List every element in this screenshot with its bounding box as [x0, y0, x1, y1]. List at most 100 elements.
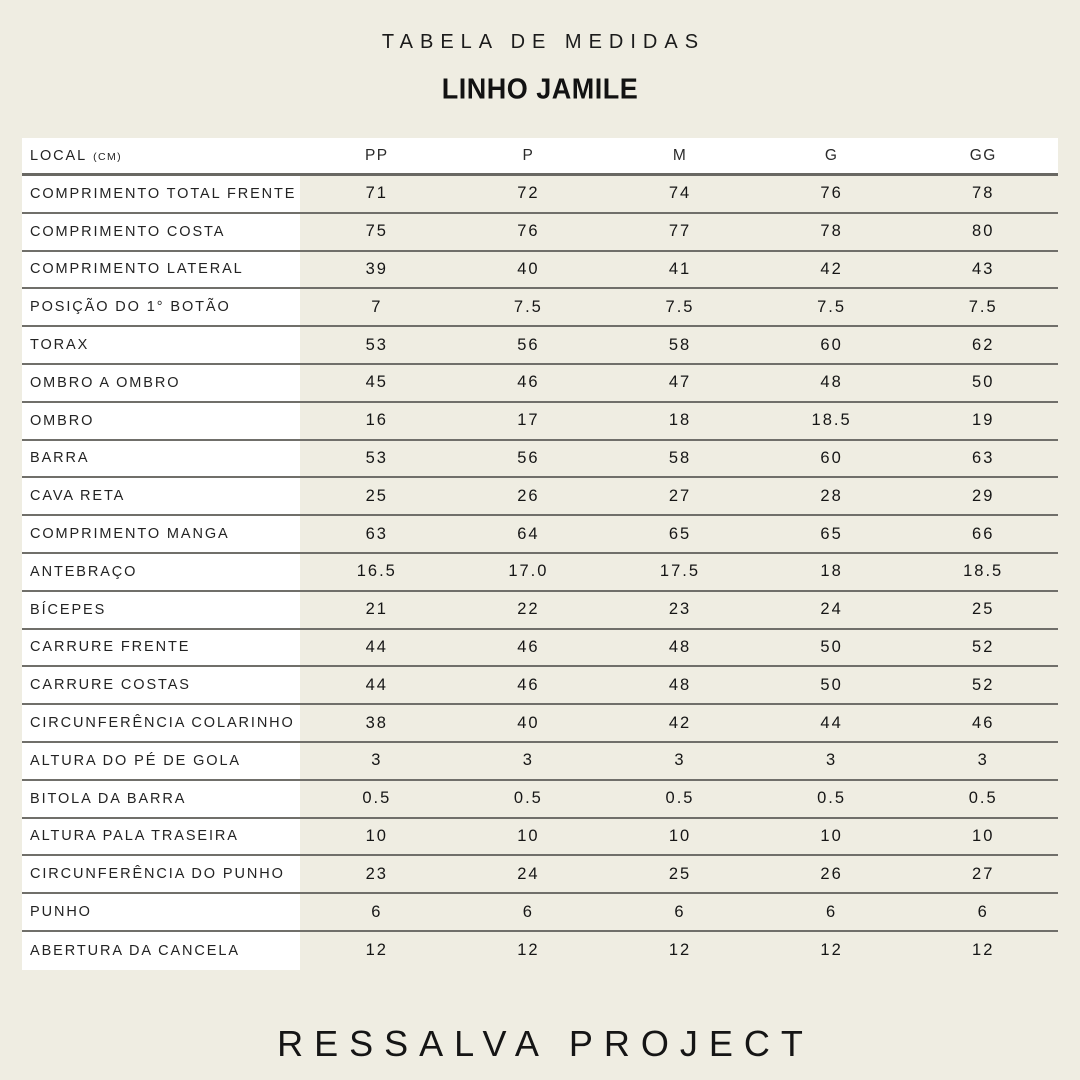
measurement-value: 46 — [517, 637, 540, 656]
measurement-value: 46 — [972, 713, 995, 732]
measurement-value: 7 — [371, 297, 383, 316]
measurement-value: 40 — [517, 713, 540, 732]
measurement-value: 78 — [820, 222, 843, 241]
measurement-value: 10 — [820, 826, 843, 845]
measurement-label: COMPRIMENTO LATERAL — [22, 251, 300, 288]
measurement-value: 72 — [517, 184, 540, 203]
size-column-header-p: P — [522, 146, 535, 164]
measurement-value: 0.5 — [665, 789, 695, 808]
measurement-value: 10 — [365, 826, 388, 845]
table-row: BARRA 53 56 58 60 63 — [22, 440, 1058, 479]
table-row: CARRURE COSTAS 44 46 48 50 52 — [22, 667, 1058, 706]
table-header-row: LOCAL (CM) PP P M G GG — [22, 138, 1058, 176]
measurement-value: 17.5 — [659, 562, 701, 581]
measurement-value: 16.5 — [356, 562, 397, 581]
measurement-value: 7.5 — [513, 297, 543, 316]
measurement-value: 6 — [674, 902, 686, 921]
measurement-value: 58 — [668, 448, 692, 467]
table-row: TORAX 53 56 58 60 62 — [22, 327, 1058, 365]
measurement-value: 17.0 — [508, 562, 549, 581]
measurement-value: 76 — [820, 184, 843, 203]
measurement-value: 38 — [365, 713, 388, 732]
measurement-value: 27 — [668, 486, 692, 505]
table-row: CIRCUNFERÊNCIA COLARINHO 38 40 42 44 46 — [22, 705, 1058, 743]
table-row: ALTURA PALA TRASEIRA 10 10 10 10 10 — [22, 818, 1058, 857]
measurement-value: 28 — [820, 486, 843, 505]
measurement-value: 64 — [517, 524, 540, 543]
measurement-value: 3 — [674, 751, 686, 770]
measurement-label: COMPRIMENTO TOTAL FRENTE — [22, 176, 300, 212]
measurement-label: POSIÇÃO DO 1° BOTÃO — [22, 289, 300, 326]
measurement-value: 39 — [365, 259, 388, 278]
unit-label: (CM) — [93, 150, 122, 163]
size-column-header-gg: GG — [969, 146, 997, 164]
table-row: COMPRIMENTO COSTA 75 76 77 78 80 — [22, 213, 1058, 252]
measurement-label: OMBRO — [22, 402, 300, 439]
measurement-value: 10 — [972, 826, 995, 845]
measurement-value: 62 — [972, 335, 995, 354]
table-row: CIRCUNFERÊNCIA DO PUNHO 23 24 25 26 27 — [22, 856, 1058, 895]
table-row: COMPRIMENTO MANGA 63 64 65 65 66 — [22, 516, 1058, 554]
brand-logo-text: RESSALVA PROJECT — [277, 1023, 814, 1064]
table-row: CARRURE FRENTE 44 46 48 50 52 — [22, 629, 1058, 668]
measurement-value: 0.5 — [968, 789, 998, 808]
measurement-value: 6 — [826, 902, 838, 921]
measurement-value: 78 — [972, 184, 995, 203]
measurement-label: BITOLA DA BARRA — [22, 780, 300, 817]
measurement-label: PUNHO — [22, 894, 300, 930]
measurement-value: 21 — [365, 600, 388, 619]
measurement-value: 6 — [522, 902, 534, 921]
size-column-header-g: G — [824, 146, 839, 164]
measurement-value: 60 — [820, 335, 843, 354]
measurement-value: 18.5 — [811, 411, 852, 430]
measurement-label: TORAX — [22, 327, 300, 363]
measurement-value: 12 — [972, 941, 995, 960]
table-body: COMPRIMENTO TOTAL FRENTE 71 72 74 76 78 COMP… — [22, 176, 1058, 970]
measurement-value: 41 — [668, 259, 692, 278]
measurement-label: ANTEBRAÇO — [22, 553, 300, 590]
measurement-value: 80 — [972, 222, 995, 241]
measurement-value: 27 — [972, 864, 995, 883]
measurement-value: 45 — [365, 373, 388, 392]
measurement-value: 3 — [977, 751, 989, 770]
measurement-value: 25 — [365, 486, 388, 505]
measurement-value: 0.5 — [817, 789, 847, 808]
table-row: ANTEBRAÇO 16.5 17.0 17.5 18 18.5 — [22, 553, 1058, 592]
measurement-value: 50 — [820, 675, 843, 694]
measurement-value: 25 — [668, 864, 692, 883]
measurement-value: 12 — [365, 941, 388, 960]
measurement-value: 75 — [365, 222, 388, 241]
measurement-value: 77 — [668, 222, 692, 241]
measurement-label: COMPRIMENTO COSTA — [22, 213, 300, 250]
table-row: BÍCEPES 21 22 23 24 25 — [22, 591, 1058, 630]
measurement-value: 46 — [517, 675, 540, 694]
measurement-value: 29 — [972, 486, 995, 505]
measurement-value: 0.5 — [513, 789, 543, 808]
table-row: POSIÇÃO DO 1° BOTÃO 7 7.5 7.5 7.5 7.5 — [22, 289, 1058, 328]
measurement-value: 7.5 — [665, 297, 695, 316]
measurement-value: 12 — [820, 941, 843, 960]
measurement-value: 24 — [820, 600, 843, 619]
measurement-value: 66 — [972, 524, 995, 543]
measurement-value: 18.5 — [963, 562, 1004, 581]
measurement-value: 18 — [820, 562, 843, 581]
measurement-value: 56 — [517, 448, 540, 467]
measurement-label: CARRURE FRENTE — [22, 629, 300, 666]
measurement-label: COMPRIMENTO MANGA — [22, 516, 300, 552]
measurement-value: 50 — [972, 373, 995, 392]
measurement-label: CIRCUNFERÊNCIA COLARINHO — [22, 705, 300, 741]
measurement-value: 48 — [668, 675, 692, 694]
table-row: COMPRIMENTO TOTAL FRENTE 71 72 74 76 78 — [22, 176, 1058, 214]
measurement-value: 47 — [668, 373, 692, 392]
measurement-value: 0.5 — [362, 789, 392, 808]
measurement-value: 48 — [668, 637, 692, 656]
measurement-value: 40 — [517, 259, 540, 278]
measurement-value: 7.5 — [968, 297, 998, 316]
measurement-value: 12 — [668, 941, 692, 960]
measurement-label: ABERTURA DA CANCELA — [22, 931, 300, 970]
measurement-value: 25 — [972, 600, 995, 619]
measurement-value: 58 — [668, 335, 692, 354]
measurement-value: 23 — [365, 864, 388, 883]
measurement-value: 63 — [365, 524, 388, 543]
measurement-value: 71 — [365, 184, 388, 203]
